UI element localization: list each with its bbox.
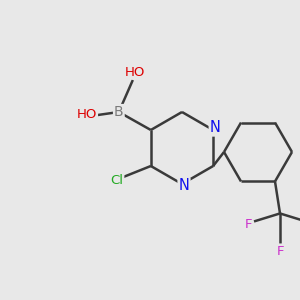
Text: HO: HO [124,65,145,79]
Text: F: F [244,218,252,231]
Text: Cl: Cl [110,173,123,187]
Text: N: N [178,178,189,194]
Text: B: B [114,105,124,119]
Text: F: F [276,245,284,258]
Text: HO: HO [76,109,97,122]
Text: N: N [210,121,220,136]
